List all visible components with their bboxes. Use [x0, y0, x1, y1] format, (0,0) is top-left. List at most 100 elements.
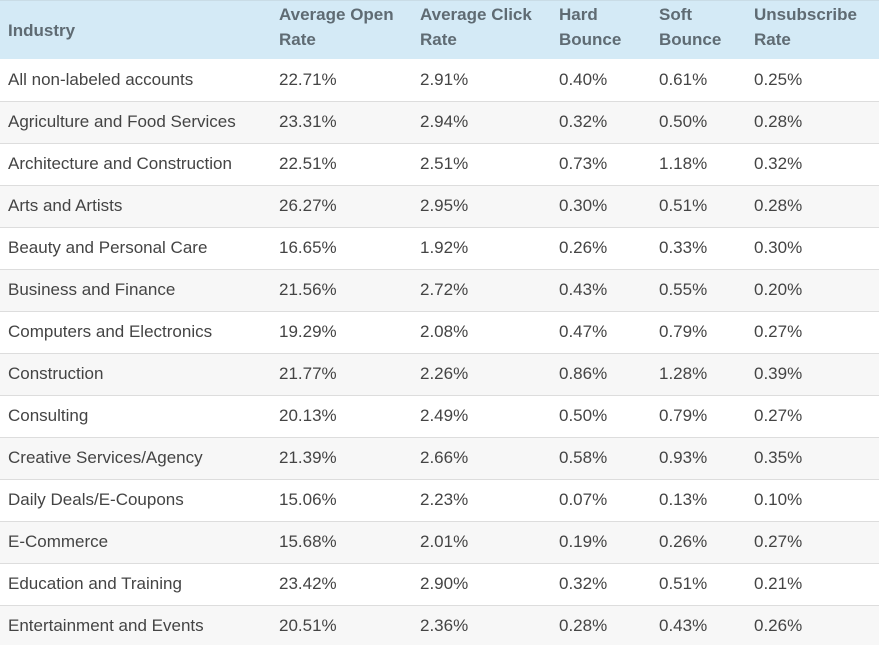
cell-hard-bounce: 0.28%: [559, 616, 608, 635]
cell-average-open-rate: 22.71%: [279, 69, 337, 89]
cell-average-click-rate: 1.92%: [420, 238, 469, 257]
cell-industry: Daily Deals/E-Coupons: [8, 490, 184, 509]
cell-hard-bounce: 0.73%: [559, 154, 608, 173]
cell-hard-bounce: 0.26%: [559, 238, 608, 257]
cell-average-open-rate: 23.42%: [279, 574, 337, 593]
column-header-label: Rate: [279, 30, 316, 49]
cell-unsubscribe-rate: 0.26%: [754, 616, 803, 635]
cell-industry: Agriculture and Food Services: [8, 112, 236, 131]
cell-unsubscribe-rate: 0.10%: [754, 490, 803, 509]
cell-average-click-rate: 2.95%: [420, 196, 469, 215]
cell-hard-bounce: 0.32%: [559, 574, 608, 593]
column-header-label: Rate: [754, 30, 791, 49]
cell-hard-bounce: 0.43%: [559, 280, 608, 299]
cell-average-open-rate: 20.51%: [279, 616, 337, 635]
column-header-unsubscribe-rate: Unsubscribe Rate: [746, 1, 879, 59]
cell-industry: Education and Training: [8, 574, 182, 593]
cell-hard-bounce: 0.50%: [559, 406, 608, 425]
cell-soft-bounce: 0.50%: [659, 112, 708, 131]
cell-soft-bounce: 1.18%: [659, 154, 708, 173]
cell-average-open-rate: 21.77%: [279, 364, 337, 383]
cell-industry: Computers and Electronics: [8, 322, 213, 341]
column-header-label: Soft: [659, 5, 693, 24]
cell-soft-bounce: 1.28%: [659, 364, 708, 383]
cell-average-click-rate: 2.91%: [420, 69, 469, 89]
table-row: Education and Training 23.42% 2.90% 0.32% 0.…: [0, 563, 879, 605]
cell-hard-bounce: 0.30%: [559, 196, 608, 215]
cell-unsubscribe-rate: 0.25%: [754, 69, 803, 89]
column-header-label: Hard: [559, 5, 598, 24]
cell-hard-bounce: 0.58%: [559, 448, 608, 467]
cell-average-click-rate: 2.90%: [420, 574, 469, 593]
cell-industry: E-Commerce: [8, 532, 109, 551]
cell-average-open-rate: 20.13%: [279, 406, 337, 425]
cell-average-open-rate: 21.56%: [279, 280, 337, 299]
cell-average-click-rate: 2.94%: [420, 112, 469, 131]
cell-average-open-rate: 22.51%: [279, 154, 337, 173]
table-row: Consulting 20.13% 2.49% 0.50% 0.79% 0.27%: [0, 395, 879, 437]
column-header-average-open-rate: Average Open Rate: [271, 1, 412, 59]
cell-unsubscribe-rate: 0.32%: [754, 154, 803, 173]
cell-soft-bounce: 0.79%: [659, 322, 708, 341]
table-row: Arts and Artists 26.27% 2.95% 0.30% 0.51% 0.2…: [0, 185, 879, 227]
column-header-label: Bounce: [659, 30, 722, 49]
cell-industry: Architecture and Construction: [8, 154, 232, 173]
cell-unsubscribe-rate: 0.28%: [754, 112, 803, 131]
column-header-label: Average Open: [279, 5, 394, 24]
cell-industry: Entertainment and Events: [8, 616, 204, 635]
table-row: Construction 21.77% 2.26% 0.86% 1.28% 0.39%: [0, 353, 879, 395]
cell-soft-bounce: 0.43%: [659, 616, 708, 635]
cell-soft-bounce: 0.79%: [659, 406, 708, 425]
table-row: Architecture and Construction 22.51% 2.51%…: [0, 143, 879, 185]
column-header-label: Bounce: [559, 30, 622, 49]
cell-soft-bounce: 0.13%: [659, 490, 708, 509]
column-header-average-click-rate: Average Click Rate: [412, 1, 551, 59]
cell-unsubscribe-rate: 0.30%: [754, 238, 803, 257]
cell-hard-bounce: 0.40%: [559, 69, 608, 89]
table-row: All non-labeled accounts 22.71% 2.91% 0.40%…: [0, 59, 879, 101]
cell-average-click-rate: 2.08%: [420, 322, 469, 341]
table-body: All non-labeled accounts 22.71% 2.91% 0.40%…: [0, 59, 879, 645]
column-header-label: Unsubscribe: [754, 5, 857, 24]
cell-soft-bounce: 0.33%: [659, 238, 708, 257]
cell-industry: Beauty and Personal Care: [8, 238, 208, 257]
cell-average-click-rate: 2.72%: [420, 280, 469, 299]
cell-industry: Arts and Artists: [8, 196, 123, 215]
cell-average-open-rate: 16.65%: [279, 238, 337, 257]
cell-average-open-rate: 21.39%: [279, 448, 337, 467]
cell-soft-bounce: 0.55%: [659, 280, 708, 299]
cell-average-open-rate: 15.68%: [279, 532, 337, 551]
cell-hard-bounce: 0.86%: [559, 364, 608, 383]
cell-soft-bounce: 0.51%: [659, 196, 708, 215]
header-row: Industry Average Open Rate Average Click…: [0, 1, 879, 59]
cell-unsubscribe-rate: 0.27%: [754, 322, 803, 341]
table-header: Industry Average Open Rate Average Click…: [0, 1, 879, 59]
cell-hard-bounce: 0.47%: [559, 322, 608, 341]
cell-hard-bounce: 0.32%: [559, 112, 608, 131]
cell-average-open-rate: 15.06%: [279, 490, 337, 509]
cell-unsubscribe-rate: 0.20%: [754, 280, 803, 299]
cell-hard-bounce: 0.19%: [559, 532, 608, 551]
cell-industry: Consulting: [8, 406, 89, 425]
cell-average-click-rate: 2.36%: [420, 616, 469, 635]
cell-industry: Business and Finance: [8, 280, 176, 299]
table-row: Agriculture and Food Services 23.31% 2.94%…: [0, 101, 879, 143]
cell-soft-bounce: 0.26%: [659, 532, 708, 551]
cell-average-click-rate: 2.01%: [420, 532, 469, 551]
cell-unsubscribe-rate: 0.27%: [754, 532, 803, 551]
table-row: E-Commerce 15.68% 2.01% 0.19% 0.26% 0.27%: [0, 521, 879, 563]
table-row: Daily Deals/E-Coupons 15.06% 2.23% 0.07% 0.1…: [0, 479, 879, 521]
cell-unsubscribe-rate: 0.21%: [754, 574, 803, 593]
column-header-label: Industry: [8, 20, 76, 40]
table-row: Beauty and Personal Care 16.65% 1.92% 0.26%…: [0, 227, 879, 269]
column-header-label: Average Click: [420, 5, 532, 24]
column-header-label: Rate: [420, 30, 457, 49]
cell-average-open-rate: 23.31%: [279, 112, 337, 131]
table-row: Computers and Electronics 19.29% 2.08% 0.47…: [0, 311, 879, 353]
cell-soft-bounce: 0.51%: [659, 574, 708, 593]
cell-industry: Construction: [8, 364, 104, 383]
column-header-industry: Industry: [0, 1, 271, 59]
cell-average-click-rate: 2.51%: [420, 154, 469, 173]
